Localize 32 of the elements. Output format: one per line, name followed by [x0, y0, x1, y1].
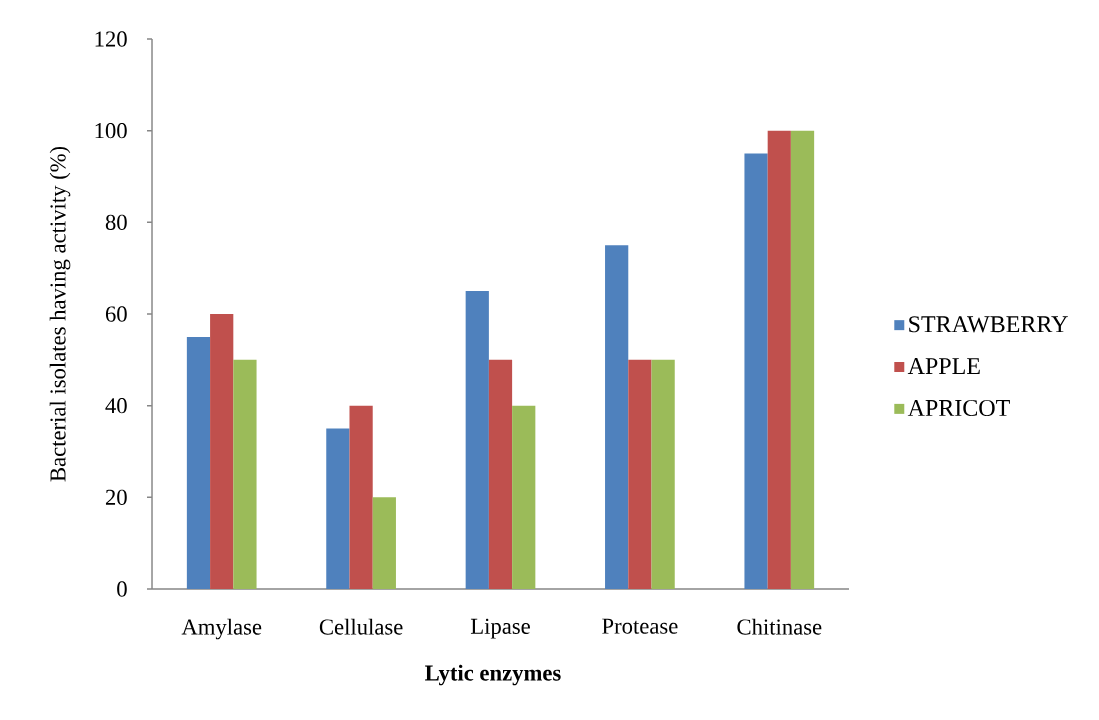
legend-label: APPLE — [907, 358, 980, 374]
bar — [512, 405, 536, 589]
x-tick-label: Amylase — [181, 618, 262, 640]
bar — [372, 497, 396, 589]
x-tick-label: Protease — [602, 618, 678, 634]
x-tick-label: Cellulase — [319, 618, 403, 635]
legend-label: STRAWBERRY — [909, 316, 1068, 333]
y-tick-label: 100 — [95, 123, 127, 139]
legend-label: APRICOT — [907, 399, 1010, 417]
x-tick-label: Lipase — [470, 618, 530, 639]
bar — [628, 359, 652, 589]
bar — [210, 313, 234, 589]
y-tick-label: 0 — [117, 581, 127, 597]
bar — [349, 405, 373, 589]
y-tick-label: 80 — [105, 214, 127, 230]
y-tick-label: 20 — [105, 489, 127, 505]
bar — [651, 359, 675, 589]
bar — [233, 359, 257, 589]
x-tick-label: Chitinase — [737, 618, 822, 635]
y-tick-label: 40 — [105, 398, 127, 414]
bar — [767, 130, 791, 589]
bar — [326, 428, 350, 589]
bar — [790, 130, 815, 589]
x-axis-title: Lytic enzymes — [425, 664, 561, 686]
bar — [186, 336, 211, 589]
y-tick-label: 60 — [105, 306, 127, 322]
bar — [744, 153, 768, 589]
bar — [605, 245, 629, 589]
y-axis-title: Bacterial isolates having activity (%) — [49, 146, 71, 482]
bar — [488, 359, 513, 589]
bar — [465, 291, 489, 589]
y-tick-label: 120 — [95, 31, 127, 47]
